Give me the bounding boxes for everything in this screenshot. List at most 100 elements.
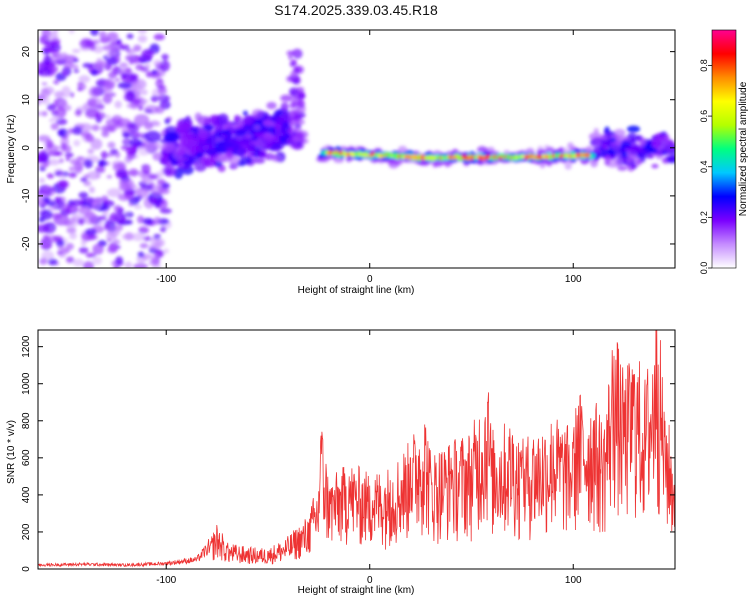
heatmap-cell <box>234 128 246 137</box>
heatmap-cell <box>289 70 297 78</box>
heatmap-cell <box>591 138 602 149</box>
heatmap-cell <box>91 124 100 132</box>
heatmap-cell <box>133 44 142 52</box>
heatmap-cell <box>106 246 118 254</box>
heatmap-cell <box>38 224 51 233</box>
heatmap-cell <box>59 158 64 164</box>
heatmap-cell <box>69 232 77 240</box>
heatmap-cell <box>156 178 165 185</box>
heatmap-cell <box>65 256 75 264</box>
heatmap-cell <box>297 93 306 99</box>
heatmap-cell <box>197 130 211 139</box>
heatmap-cell <box>629 137 637 145</box>
heatmap-cell <box>46 173 55 179</box>
heatmap-cell <box>46 103 57 111</box>
heatmap-cell <box>651 139 663 149</box>
heatmap-cell <box>85 197 92 203</box>
heatmap-cell <box>135 118 148 127</box>
heatmap-cell <box>639 140 646 148</box>
colorbar-tick-label: 0.8 <box>699 59 709 72</box>
heatmap-cell <box>662 142 675 153</box>
y-tick-label: 20 <box>21 46 32 58</box>
heatmap-cell <box>162 165 177 177</box>
heatmap-cell <box>590 153 596 158</box>
heatmap-cell <box>151 185 163 197</box>
heatmap-cell <box>137 30 148 34</box>
heatmap-cell <box>68 166 74 172</box>
heatmap-cell <box>115 55 121 63</box>
heatmap-cell <box>115 256 124 266</box>
heatmap-cell <box>55 118 68 126</box>
heatmap-cell <box>95 166 106 174</box>
heatmap-cell <box>84 210 95 217</box>
heatmap-cell <box>593 127 599 134</box>
heatmap-cell <box>78 75 91 83</box>
heatmap-cell <box>138 105 144 111</box>
heatmap-cell <box>133 204 143 210</box>
y-tick-label: 800 <box>21 412 32 429</box>
heatmap-cell <box>141 176 151 184</box>
heatmap-cell <box>118 180 124 185</box>
heatmap-cell <box>80 177 88 183</box>
heatmap-cell <box>170 159 178 167</box>
heatmap-cell <box>253 124 261 131</box>
snr-x-axis: -100 0 100 <box>156 330 582 586</box>
heatmap-cell <box>104 223 110 231</box>
colorbar-gradient <box>711 29 737 269</box>
heatmap-cells <box>38 30 675 268</box>
colorbar-label: Normalized spectral amplitude <box>738 81 749 216</box>
heatmap-cell <box>74 109 82 117</box>
heatmap-cell <box>275 141 285 150</box>
heatmap-x-axis: -100 0 100 <box>156 30 582 285</box>
heatmap-cell <box>163 248 169 254</box>
heatmap-cell <box>288 55 293 60</box>
x-tick-label: 100 <box>565 274 582 285</box>
heatmap-cell <box>291 48 302 58</box>
heatmap-cell <box>150 95 159 103</box>
heatmap-cell <box>133 132 144 137</box>
heatmap-cell <box>234 114 241 120</box>
heatmap-cell <box>286 50 295 56</box>
heatmap-cell <box>87 149 94 154</box>
heatmap-cell <box>142 189 149 197</box>
heatmap-cell <box>77 87 83 92</box>
heatmap-cell <box>138 59 147 64</box>
x-tick-label: -100 <box>156 575 176 586</box>
heatmap-cell <box>95 173 101 178</box>
colorbar-tick-label: 0.2 <box>699 211 709 224</box>
heatmap-cell <box>160 142 176 153</box>
heatmap-cell <box>143 104 160 115</box>
heatmap-cell <box>202 124 213 132</box>
heatmap-cell <box>280 102 289 111</box>
heatmap-cell <box>70 92 74 98</box>
heatmap-cell <box>125 145 137 156</box>
heatmap-cell <box>42 185 56 197</box>
heatmap-cell <box>124 211 130 216</box>
x-tick-label: 100 <box>565 575 582 586</box>
heatmap-cell <box>99 30 107 39</box>
heatmap-cell <box>52 114 60 122</box>
heatmap-cell <box>585 145 594 152</box>
heatmap-cell <box>142 253 153 260</box>
heatmap-cell <box>78 191 89 199</box>
heatmap-cell <box>145 72 152 77</box>
heatmap-cell <box>159 60 170 72</box>
heatmap-cell <box>161 101 167 107</box>
heatmap-cell <box>92 256 103 265</box>
heatmap-cell <box>39 167 46 172</box>
heatmap-cell <box>128 55 133 61</box>
heatmap-cell <box>38 135 51 142</box>
colorbar-tick-label: 0.4 <box>699 160 709 173</box>
heatmap-cell <box>90 97 103 106</box>
y-tick-label: 200 <box>21 523 32 540</box>
heatmap-cell <box>617 165 628 171</box>
heatmap-cell <box>72 258 85 267</box>
heatmap-cell <box>157 95 164 101</box>
heatmap-cell <box>274 116 284 124</box>
heatmap-cell <box>129 60 134 65</box>
heatmap-cell <box>144 130 162 143</box>
heatmap-cell <box>251 135 258 142</box>
heatmap-cell <box>57 179 68 188</box>
